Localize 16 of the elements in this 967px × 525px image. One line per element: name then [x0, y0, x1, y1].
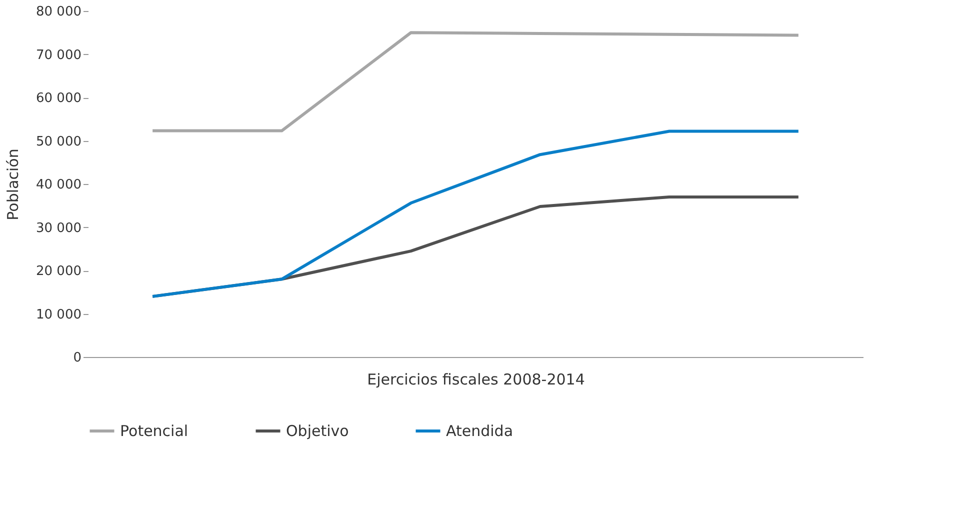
y-axis-title: Población [4, 148, 22, 220]
line-series [151, 31, 800, 132]
y-tick-label: 20 000 [36, 264, 82, 279]
line-series [151, 130, 800, 298]
y-tick-label: 0 [73, 350, 82, 366]
x-axis-title: Ejercicios fiscales 2008-2014 [367, 370, 585, 388]
legend-label: Potencial [120, 422, 188, 440]
y-tick-label: 70 000 [36, 48, 82, 63]
y-tick-label: 40 000 [36, 178, 82, 192]
y-tick-label: 10 000 [36, 307, 82, 322]
y-tick-label: 80 000 [36, 4, 82, 20]
y-tick-label: 50 000 [36, 134, 82, 150]
legend-label: Atendida [446, 422, 514, 440]
legend-label: Objetivo [286, 422, 349, 440]
y-tick-label: 60 000 [36, 91, 82, 106]
y-tick-label: 30 000 [36, 220, 82, 236]
